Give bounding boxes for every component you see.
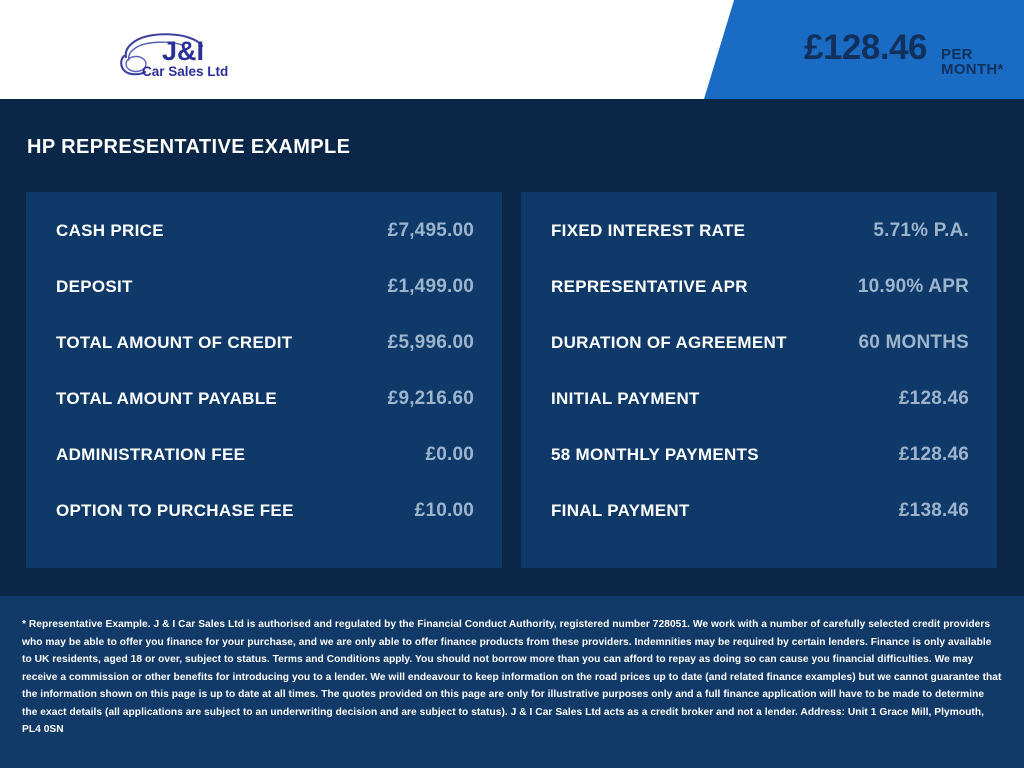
price-banner: £128.46 PER MONTH* [704, 0, 1024, 99]
monthly-price-period: PER MONTH* [941, 46, 1004, 78]
row-value: £7,495.00 [387, 220, 474, 241]
row-value: £0.00 [425, 444, 474, 465]
table-row: DURATION OF AGREEMENT 60 MONTHS [551, 332, 969, 388]
table-row: TOTAL AMOUNT PAYABLE £9,216.60 [56, 388, 474, 444]
car-outline-icon: J&I Car Sales Ltd [120, 33, 228, 79]
row-label: CASH PRICE [56, 221, 164, 240]
row-value: £128.46 [898, 388, 969, 409]
table-row: OPTION TO PURCHASE FEE £10.00 [56, 500, 474, 556]
page-title: HP REPRESENTATIVE EXAMPLE [27, 136, 351, 158]
disclaimer-text: * Representative Example. J & I Car Sale… [22, 619, 1002, 736]
row-label: INITIAL PAYMENT [551, 389, 700, 408]
row-label: DEPOSIT [56, 277, 133, 296]
row-label: 58 MONTHLY PAYMENTS [551, 445, 759, 464]
monthly-price-amount: £128.46 [804, 28, 928, 67]
table-row: INITIAL PAYMENT £128.46 [551, 388, 969, 444]
row-label: OPTION TO PURCHASE FEE [56, 501, 294, 520]
row-value: 10.90% APR [857, 276, 969, 297]
row-label: ADMINISTRATION FEE [56, 445, 246, 464]
row-value: £128.46 [898, 444, 969, 465]
table-row: ADMINISTRATION FEE £0.00 [56, 444, 474, 500]
footer-disclaimer-band: * Representative Example. J & I Car Sale… [0, 596, 1024, 768]
row-value: 5.71% P.A. [873, 220, 969, 241]
finance-details-panels: CASH PRICE £7,495.00 DEPOSIT £1,499.00 T… [26, 192, 997, 568]
company-logo[interactable]: J&I Car Sales Ltd [118, 26, 238, 82]
row-label: TOTAL AMOUNT OF CREDIT [56, 333, 293, 352]
left-details-panel: CASH PRICE £7,495.00 DEPOSIT £1,499.00 T… [26, 192, 502, 568]
row-value: £10.00 [414, 500, 474, 521]
row-value: £1,499.00 [387, 276, 474, 297]
table-row: 58 MONTHLY PAYMENTS £128.46 [551, 444, 969, 500]
table-row: FIXED INTEREST RATE 5.71% P.A. [551, 220, 969, 276]
row-value: £9,216.60 [387, 388, 474, 409]
page-header: £128.46 PER MONTH* J&I Car Sales Ltd [0, 0, 1024, 99]
price-block: £128.46 PER MONTH* [804, 30, 1024, 77]
row-label: FIXED INTEREST RATE [551, 221, 746, 240]
row-value: 60 MONTHS [858, 332, 969, 353]
table-row: CASH PRICE £7,495.00 [56, 220, 474, 276]
table-row: DEPOSIT £1,499.00 [56, 276, 474, 332]
row-value: £5,996.00 [387, 332, 474, 353]
table-row: FINAL PAYMENT £138.46 [551, 500, 969, 556]
row-value: £138.46 [898, 500, 969, 521]
logo-brand-text: J&I [162, 36, 204, 66]
row-label: REPRESENTATIVE APR [551, 277, 748, 296]
table-row: TOTAL AMOUNT OF CREDIT £5,996.00 [56, 332, 474, 388]
row-label: TOTAL AMOUNT PAYABLE [56, 389, 278, 408]
right-details-panel: FIXED INTEREST RATE 5.71% P.A. REPRESENT… [521, 192, 997, 568]
row-label: FINAL PAYMENT [551, 501, 690, 520]
logo-tagline-text: Car Sales Ltd [142, 64, 228, 79]
row-label: DURATION OF AGREEMENT [551, 333, 787, 352]
table-row: REPRESENTATIVE APR 10.90% APR [551, 276, 969, 332]
